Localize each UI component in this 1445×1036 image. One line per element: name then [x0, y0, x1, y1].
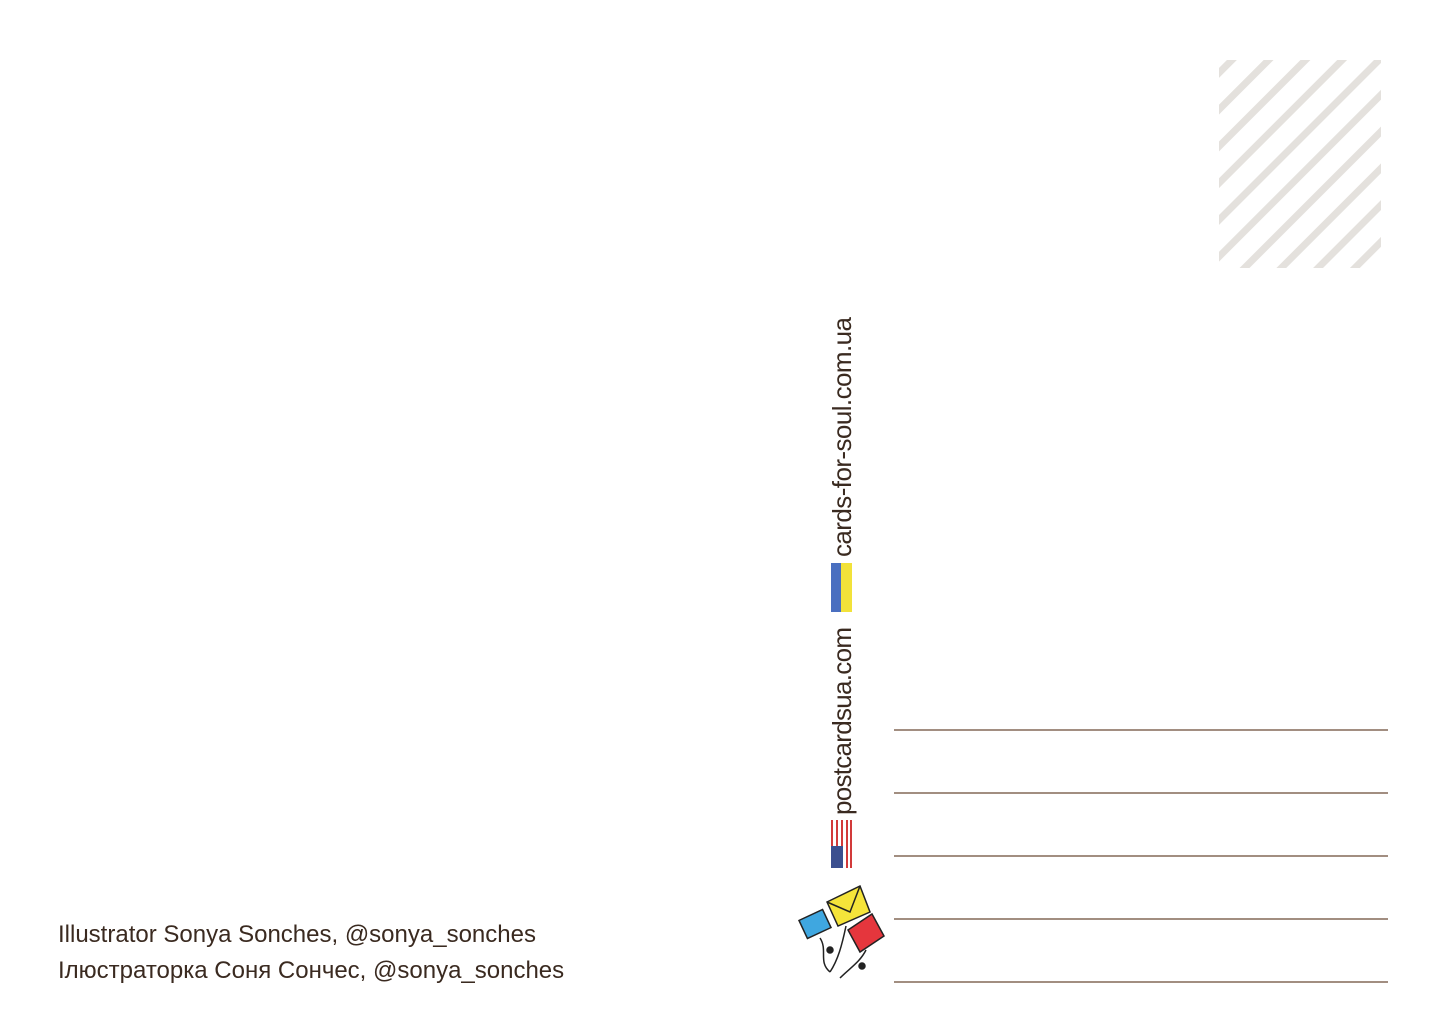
ua-flag	[831, 563, 852, 612]
stamp-area	[1219, 60, 1381, 268]
kites-logo	[797, 884, 885, 979]
us-flag	[831, 820, 852, 868]
credit-en: Illustrator Sonya Sonches, @sonya_sonche…	[58, 921, 536, 948]
website-ua: cards-for-soul.com.ua	[827, 316, 857, 557]
website-us: postcardsua.com	[827, 627, 857, 815]
credit-ua: Ілюстраторка Соня Сончес, @sonya_sonches	[58, 957, 564, 984]
address-lines	[894, 729, 1388, 983]
